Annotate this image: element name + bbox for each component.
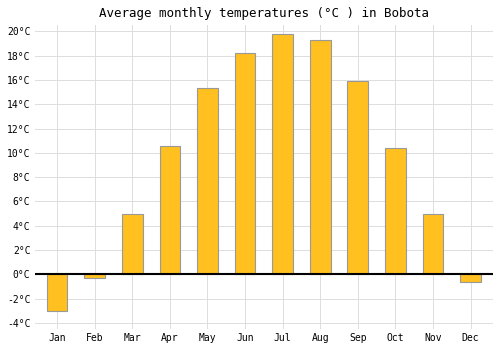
Bar [84, 274, 105, 278]
Bar [160, 146, 180, 274]
Bar [272, 34, 293, 274]
Bar [122, 214, 142, 274]
Bar [310, 40, 330, 274]
Bar [234, 53, 256, 274]
Bar [460, 274, 481, 281]
Bar [197, 89, 218, 274]
Title: Average monthly temperatures (°C ) in Bobota: Average monthly temperatures (°C ) in Bo… [99, 7, 429, 20]
Bar [348, 81, 368, 274]
Bar [422, 214, 444, 274]
Bar [385, 148, 406, 274]
Bar [47, 274, 68, 311]
